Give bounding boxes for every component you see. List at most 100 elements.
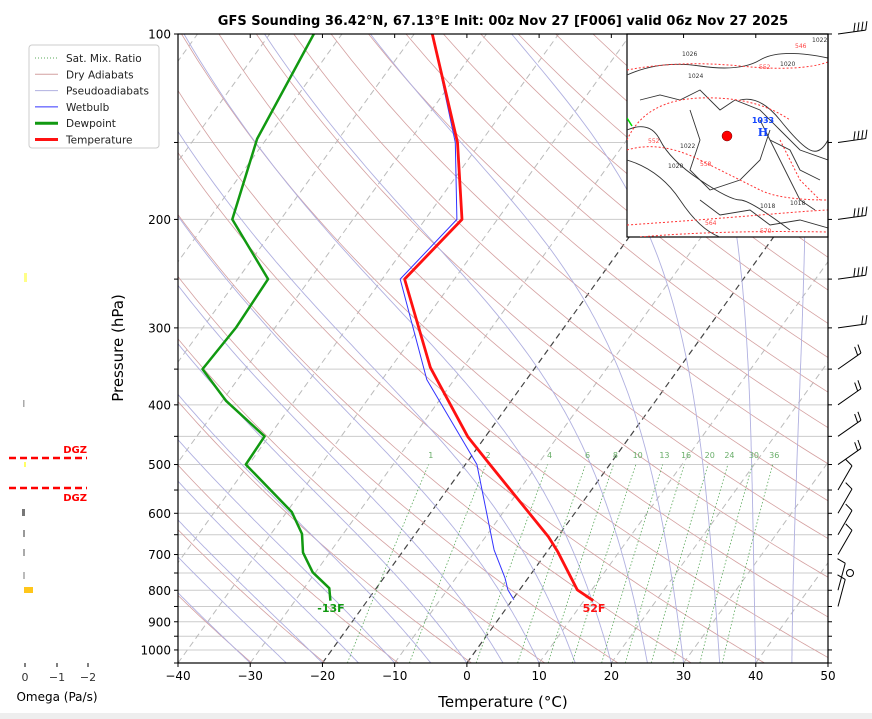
dry-adiabat-line	[178, 464, 399, 663]
map-contour-label: 1018	[790, 200, 805, 207]
x-tick-label: −10	[382, 669, 407, 683]
barb-staff	[837, 448, 862, 465]
isotherm-line	[178, 34, 560, 564]
dry-adiabat-line	[178, 213, 692, 663]
barb-staff	[837, 138, 866, 143]
mixing-ratio-line	[624, 464, 685, 663]
x-tick-label: 40	[748, 669, 763, 683]
y-tick-label: 500	[148, 458, 171, 472]
map-contour-label: 1020	[780, 61, 795, 68]
map-contour	[759, 119, 821, 181]
dgz-label-bottom: DGZ	[63, 493, 87, 504]
dry-adiabat-line	[178, 338, 545, 663]
wind-barb-icon	[837, 411, 862, 437]
mixing-ratio-line	[572, 464, 637, 663]
dry-adiabat-line	[178, 594, 253, 663]
barb-flag	[865, 129, 868, 139]
map-contour	[739, 98, 828, 152]
dry-adiabat-line	[178, 400, 472, 663]
barb-flag	[857, 22, 860, 32]
x-tick-label: 0	[463, 669, 471, 683]
barb-flag	[865, 21, 868, 31]
y-tick-label: 400	[148, 398, 171, 412]
y-tick-label: 300	[148, 321, 171, 335]
wind-barb-icon	[837, 459, 853, 491]
map-contour-label: 552	[759, 64, 771, 71]
omega-bar	[24, 462, 26, 467]
omega-tick-label: −2	[80, 671, 96, 684]
mixing-ratio-line	[517, 464, 586, 663]
barb-staff	[837, 323, 866, 329]
map-contour	[689, 109, 771, 191]
y-tick-label: 600	[148, 507, 171, 521]
isotherm-line	[827, 662, 828, 663]
barb-staff	[837, 29, 866, 35]
wind-barb-icon	[837, 21, 868, 35]
barb-flag	[857, 380, 862, 389]
dry-adiabat-line	[178, 275, 619, 663]
dry-adiabat-line	[178, 529, 326, 663]
barb-flag	[845, 459, 853, 467]
pseudoadiabat-line	[370, 34, 685, 663]
barb-staff	[837, 488, 853, 514]
pseudoadiabat-line	[178, 592, 251, 663]
barb-flag	[845, 523, 853, 531]
barb-flag	[861, 130, 864, 140]
isotherm-line	[178, 34, 487, 464]
barb-flag	[854, 346, 859, 356]
wind-barb-icon	[837, 523, 853, 555]
chart-title: GFS Sounding 36.42°N, 67.13°E Init: 00z …	[218, 14, 788, 29]
mixing-ratio-line	[547, 464, 614, 663]
map-contour-label: 570	[760, 228, 772, 235]
map-contour-label: 552	[648, 138, 660, 145]
mixing-ratio-label: 24	[724, 451, 734, 460]
barb-flag	[861, 21, 864, 31]
barb-flag	[857, 130, 860, 140]
mixing-ratio-label: 36	[769, 451, 779, 460]
window-bottom-bar	[0, 713, 872, 719]
wind-barb-icon	[837, 439, 862, 465]
map-contour-label: 1026	[682, 51, 697, 58]
map-contour	[699, 199, 828, 229]
isotherm-line	[178, 34, 271, 163]
x-tick-label: −40	[165, 669, 190, 683]
omega-bar	[23, 400, 25, 407]
pseudoadiabat-line	[178, 284, 504, 663]
x-tick-label: 50	[820, 669, 835, 683]
y-tick-label: 1000	[140, 643, 171, 657]
barb-staff	[837, 352, 862, 370]
pseudoadiabat-line	[791, 34, 806, 663]
dry-adiabat-line	[443, 34, 828, 359]
pseudoadiabat-line	[178, 439, 396, 663]
wind-barb-icon	[837, 503, 853, 535]
y-tick-label: 900	[148, 615, 171, 629]
dry-adiabat-line	[405, 34, 828, 393]
map-height-contour	[627, 97, 791, 141]
dry-adiabat-line	[293, 34, 828, 502]
omega-bar	[23, 530, 25, 537]
mixing-ratio-label: 2	[486, 451, 491, 460]
dry-adiabat-line	[368, 34, 828, 429]
mixing-ratio-label: 6	[585, 451, 590, 460]
x-tick-label: −30	[238, 669, 263, 683]
mixing-ratio-label: 8	[613, 451, 618, 460]
isotherm-line	[178, 34, 343, 263]
barb-flag	[845, 482, 853, 490]
x-tick-label: −20	[310, 669, 335, 683]
barb-staff	[837, 215, 866, 220]
legend-item-label: Dewpoint	[66, 118, 116, 130]
mixing-ratio-line	[409, 464, 487, 663]
mixing-ratio-line	[721, 464, 774, 663]
barb-flag	[853, 267, 856, 277]
x-tick-label: 30	[676, 669, 691, 683]
mixing-ratio-label: 13	[659, 451, 669, 460]
pseudoadiabat-line	[178, 480, 359, 663]
dry-adiabat-line	[181, 34, 828, 618]
wind-barb-calm-icon	[846, 568, 854, 577]
map-contour-label: 564	[705, 220, 717, 227]
barb-staff	[837, 465, 853, 491]
wind-barb-icon	[837, 266, 868, 280]
barb-flag	[865, 206, 868, 216]
map-contour-label: 558	[700, 161, 712, 168]
wind-barb-icon	[837, 206, 868, 220]
